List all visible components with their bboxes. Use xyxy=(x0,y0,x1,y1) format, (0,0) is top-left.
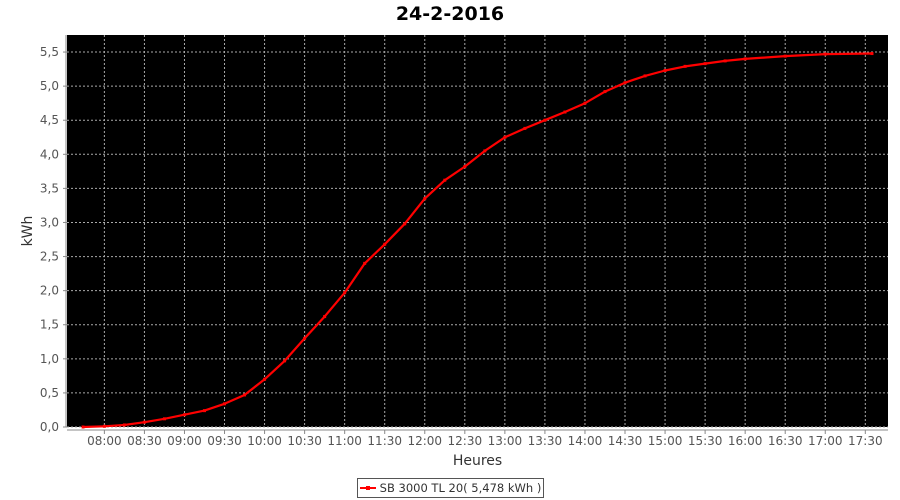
x-tick-label: 08:00 xyxy=(87,434,122,448)
y-tick-label: 5,0 xyxy=(40,79,59,93)
data-point xyxy=(243,393,247,397)
data-point xyxy=(102,424,106,428)
data-point xyxy=(503,135,507,139)
data-point xyxy=(303,336,307,340)
data-point xyxy=(142,420,146,424)
data-point xyxy=(870,52,874,56)
x-tick-label: 12:30 xyxy=(448,434,483,448)
data-point xyxy=(663,68,667,72)
x-tick-label: 10:30 xyxy=(287,434,322,448)
data-point xyxy=(703,62,707,66)
y-tick-label: 4,0 xyxy=(40,147,59,161)
y-tick-label: 1,0 xyxy=(40,352,59,366)
x-tick-label: 13:00 xyxy=(488,434,523,448)
data-point xyxy=(122,423,126,427)
x-tick-label: 16:00 xyxy=(728,434,763,448)
data-point xyxy=(483,149,487,153)
data-point xyxy=(263,377,267,381)
data-point xyxy=(443,178,447,182)
x-tick-label: 15:30 xyxy=(688,434,723,448)
y-axis-label: kWh xyxy=(20,216,36,247)
data-point xyxy=(363,261,367,265)
data-point xyxy=(563,110,567,114)
legend: SB 3000 TL 20( 5,478 kWh ) xyxy=(357,478,544,498)
data-point xyxy=(823,52,827,56)
x-tick-label: 09:00 xyxy=(167,434,202,448)
y-tick-label: 5,5 xyxy=(40,45,59,59)
data-point xyxy=(223,402,227,406)
y-tick-label: 4,5 xyxy=(40,113,59,127)
y-tick-label: 0,0 xyxy=(40,420,59,434)
data-point xyxy=(383,242,387,246)
x-tick-label: 17:00 xyxy=(808,434,843,448)
chart-title: 24-2-2016 xyxy=(395,3,505,25)
x-tick-label: 10:00 xyxy=(247,434,282,448)
y-tick-label: 1,5 xyxy=(40,318,59,332)
plot-area xyxy=(67,35,888,427)
x-tick-label: 14:30 xyxy=(608,434,643,448)
x-tick-label: 13:30 xyxy=(528,434,563,448)
x-tick-label: 08:30 xyxy=(127,434,162,448)
data-point xyxy=(543,118,547,122)
y-tick-label: 3,0 xyxy=(40,215,59,229)
data-point xyxy=(343,291,347,295)
data-point xyxy=(81,425,85,429)
x-tick-label: 15:00 xyxy=(648,434,683,448)
data-point xyxy=(182,413,186,417)
x-tick-label: 17:30 xyxy=(848,434,883,448)
x-axis-label: Heures xyxy=(453,453,502,469)
legend-label: SB 3000 TL 20( 5,478 kWh ) xyxy=(379,481,542,495)
data-point xyxy=(643,74,647,78)
data-point xyxy=(523,126,527,130)
data-point xyxy=(162,417,166,421)
x-tick-label: 14:00 xyxy=(568,434,603,448)
x-tick-label: 09:30 xyxy=(207,434,242,448)
data-point xyxy=(683,64,687,68)
data-point xyxy=(723,59,727,63)
data-point xyxy=(623,81,627,85)
y-tick-label: 3,5 xyxy=(40,181,59,195)
data-point xyxy=(783,54,787,58)
data-point xyxy=(463,165,467,169)
data-point xyxy=(283,359,287,363)
data-point xyxy=(423,197,427,201)
x-tick-label: 11:30 xyxy=(367,434,402,448)
x-tick-label: 12:00 xyxy=(407,434,442,448)
x-tick-label: 11:00 xyxy=(327,434,362,448)
y-tick-label: 2,0 xyxy=(40,284,59,298)
data-point xyxy=(603,90,607,94)
x-tick-label: 16:30 xyxy=(768,434,803,448)
y-tick-label: 2,5 xyxy=(40,250,59,264)
y-tick-label: 0,5 xyxy=(40,386,59,400)
legend-swatch xyxy=(359,486,376,490)
data-point xyxy=(743,57,747,61)
data-point xyxy=(323,315,327,319)
data-point xyxy=(203,409,207,413)
data-point xyxy=(583,101,587,105)
data-point xyxy=(403,222,407,226)
